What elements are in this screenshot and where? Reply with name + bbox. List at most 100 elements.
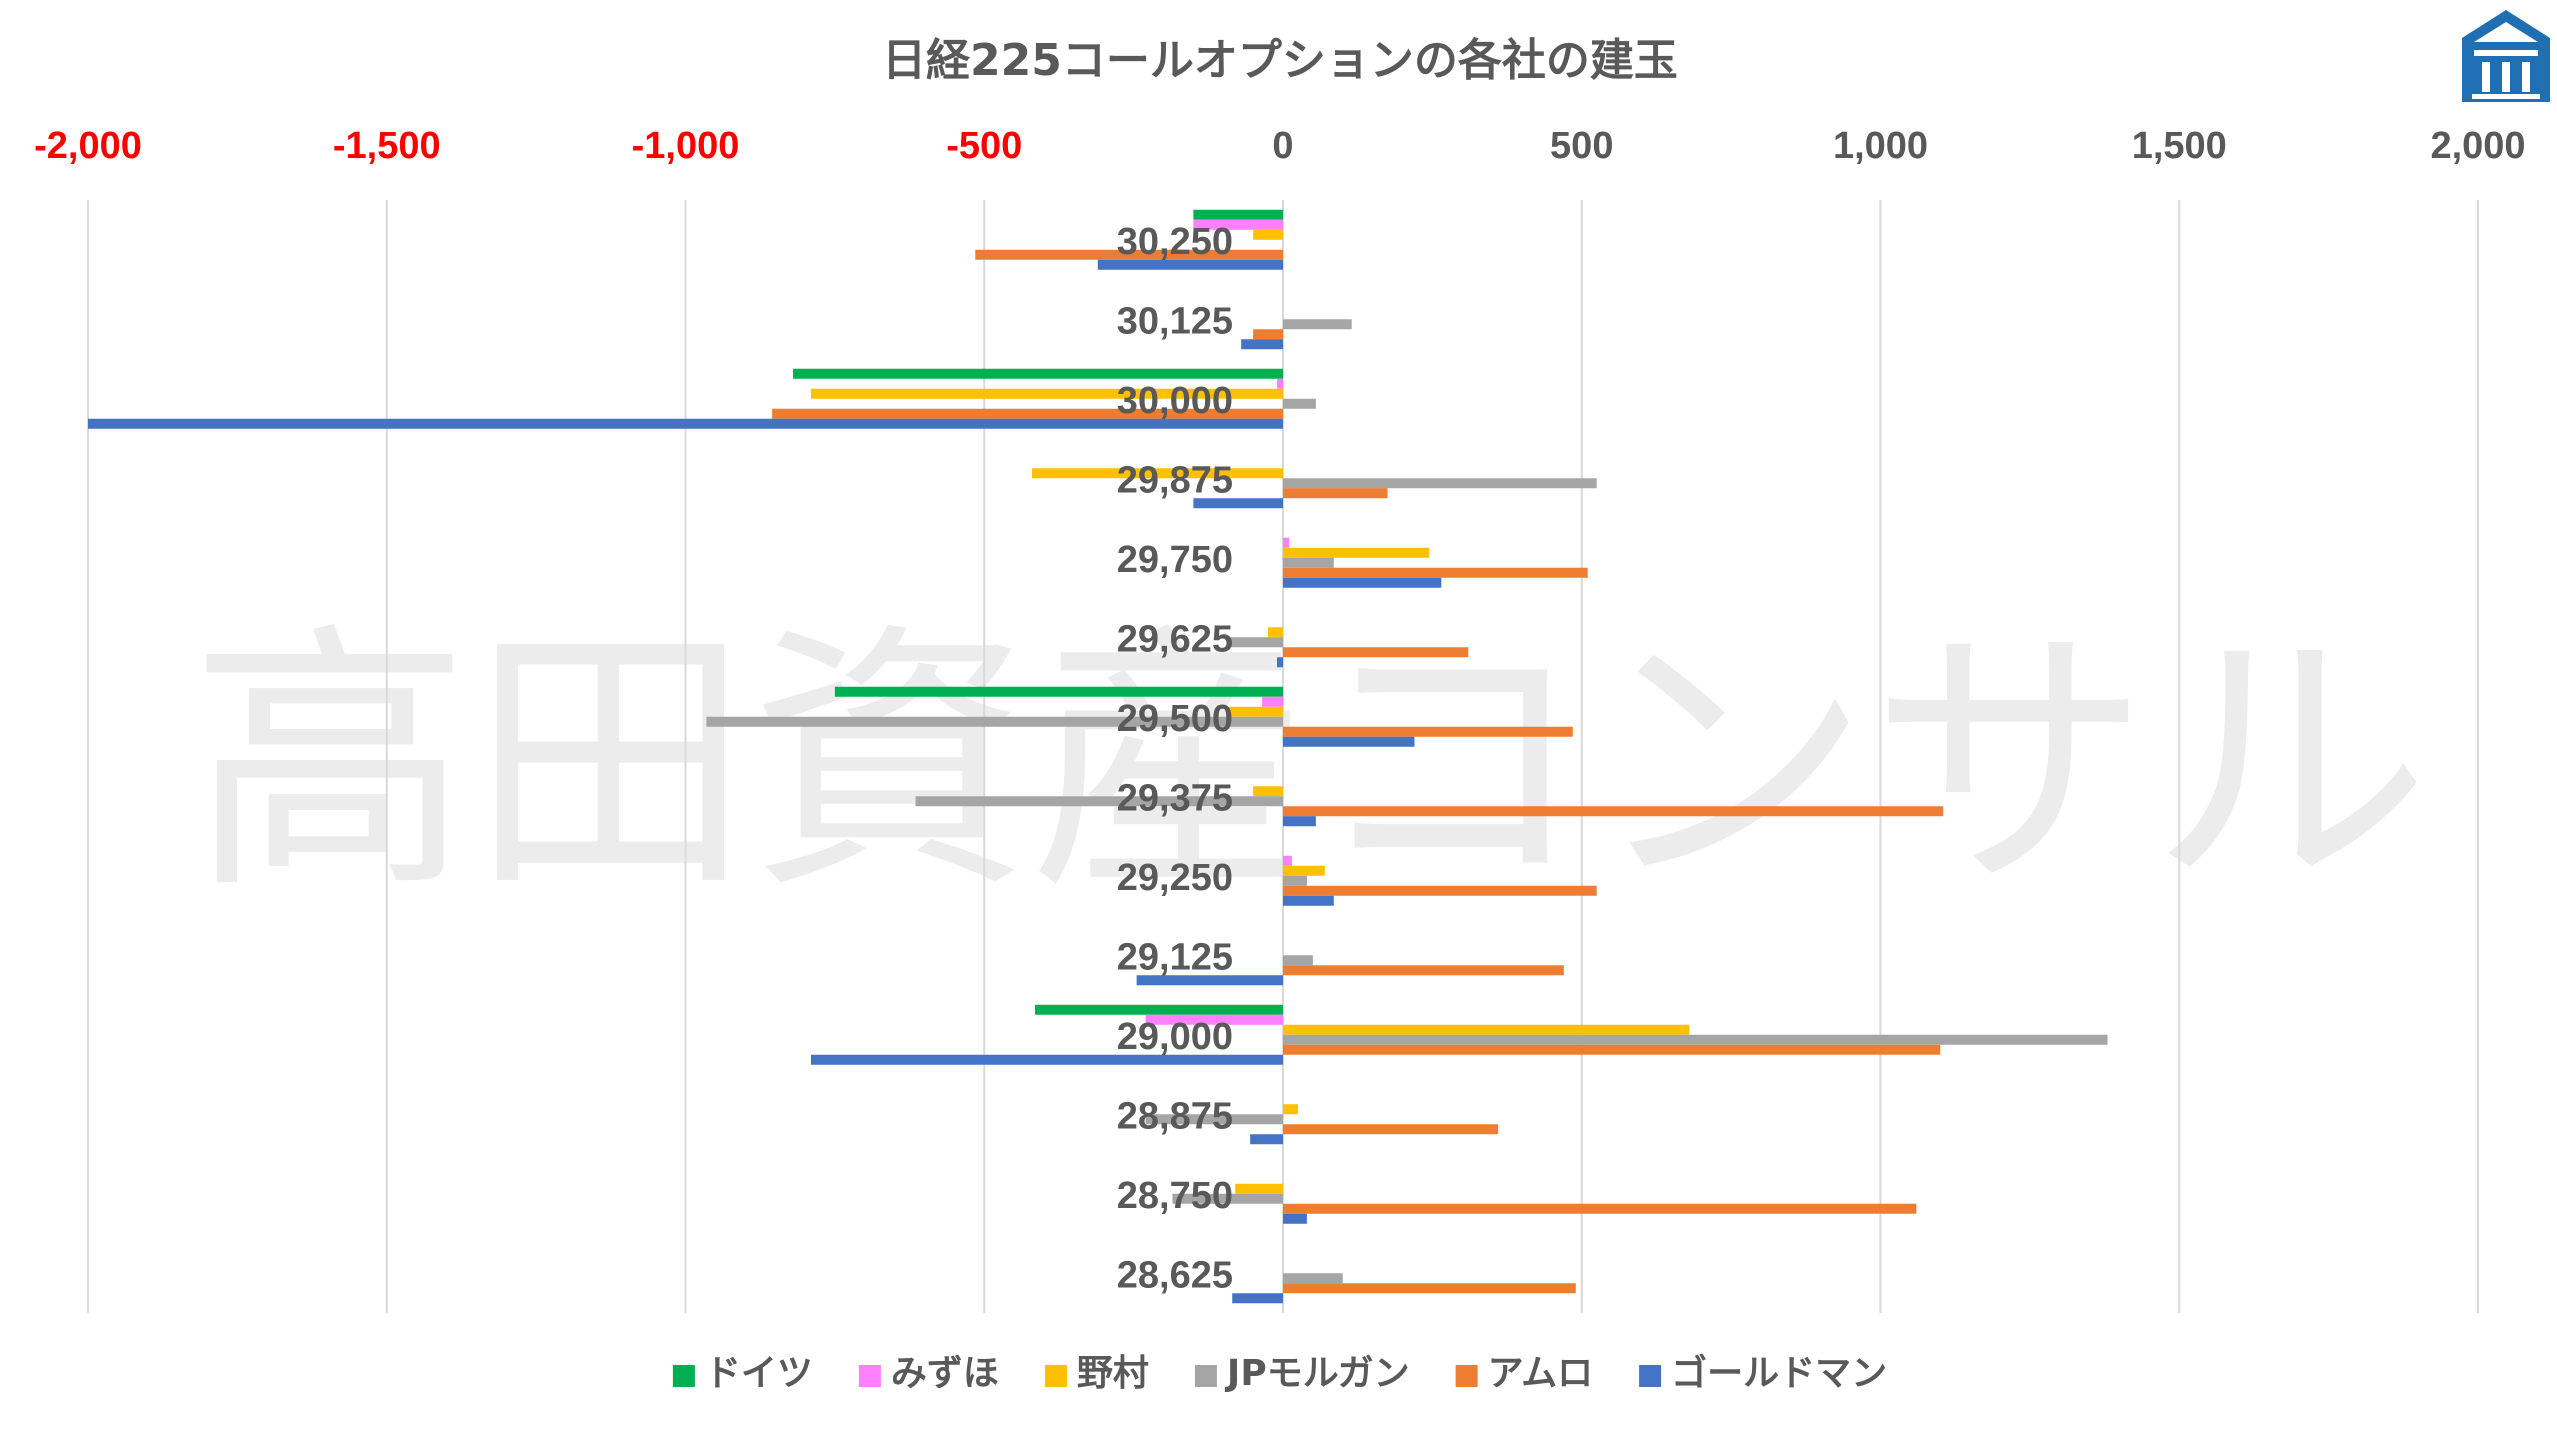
category-label: 29,750: [1117, 539, 1233, 581]
legend-label: ゴールドマン: [1671, 1352, 1887, 1394]
bar: [1145, 1114, 1283, 1125]
bar: [793, 368, 1283, 379]
bar: [810, 1054, 1283, 1065]
bar: [810, 388, 1283, 399]
bar: [1277, 378, 1283, 389]
bar: [1268, 627, 1283, 638]
legend-swatch: [858, 1365, 881, 1387]
legend-swatch: [1044, 1365, 1067, 1387]
legend-label: アムロ: [1488, 1353, 1593, 1394]
legend-label: JPモルガン: [1224, 1353, 1410, 1394]
bar: [88, 418, 1283, 429]
category-label: 29,500: [1117, 698, 1233, 740]
bar: [1283, 895, 1334, 906]
bar: [1283, 1124, 1499, 1135]
legend-label: みずほ: [891, 1353, 999, 1394]
bar: [1283, 557, 1334, 568]
category-label: 29,625: [1117, 618, 1233, 660]
category-label: 29,375: [1117, 777, 1233, 819]
category-label: 28,875: [1117, 1095, 1233, 1137]
x-tick-label: 2,000: [2430, 125, 2525, 167]
category-label: 28,625: [1117, 1254, 1233, 1296]
bar: [834, 686, 1283, 697]
x-tick-label: 500: [1550, 125, 1613, 167]
bar: [1241, 339, 1283, 350]
bar: [1283, 319, 1352, 330]
x-tick-label: -1,000: [632, 125, 740, 167]
bar: [1253, 786, 1283, 797]
bar: [1283, 726, 1573, 737]
legend-swatch: [672, 1365, 695, 1387]
bar: [1283, 1213, 1307, 1224]
bar: [1277, 657, 1283, 668]
bar: [1193, 209, 1283, 220]
x-tick-label: 1,000: [1833, 125, 1928, 167]
bar: [1283, 816, 1316, 827]
bar: [1283, 398, 1316, 409]
category-label: 30,000: [1117, 380, 1233, 422]
bar: [1262, 696, 1283, 707]
category-label: 28,750: [1117, 1175, 1233, 1217]
category-label: 29,125: [1117, 936, 1233, 978]
bar: [1283, 736, 1415, 747]
bar: [1283, 1044, 1941, 1055]
bar: [772, 408, 1283, 419]
bar: [1283, 1104, 1298, 1115]
bar: [1283, 567, 1588, 578]
bar: [1136, 975, 1283, 986]
bar: [1283, 855, 1292, 866]
category-label: 30,125: [1117, 300, 1233, 342]
bar: [1229, 637, 1283, 648]
legend-label: 野村: [1077, 1353, 1149, 1394]
legend-label: ドイツ: [705, 1353, 813, 1394]
bar: [1283, 647, 1469, 658]
x-tick-label: -2,000: [34, 125, 142, 167]
bar: [1283, 488, 1388, 499]
bar: [1193, 219, 1283, 230]
category-label: 29,250: [1117, 857, 1233, 899]
bar: [1283, 806, 1944, 817]
legend-swatch: [1455, 1365, 1478, 1387]
category-label: 29,875: [1117, 459, 1233, 501]
gridlines: [87, 200, 2479, 1313]
category-label: 30,250: [1117, 221, 1233, 263]
bar: [1172, 1193, 1283, 1204]
bar: [1283, 1203, 1917, 1214]
bar: [1229, 706, 1283, 717]
x-tick-label: 1,500: [2132, 125, 2227, 167]
bar: [1253, 329, 1283, 340]
building-roof-logo-icon: [2462, 10, 2550, 102]
bar: [1235, 1183, 1283, 1194]
bar: [1232, 1293, 1283, 1304]
bar: [1032, 468, 1283, 479]
x-tick-label: -1,500: [333, 125, 441, 167]
bar: [1283, 885, 1597, 896]
bar: [1283, 955, 1313, 966]
bar: [1283, 478, 1597, 489]
bar: [1283, 965, 1564, 976]
legend: ドイツ みずほ 野村 JPモルガン アムロ ゴールドマン: [672, 1352, 1887, 1394]
bar: [1097, 259, 1283, 270]
legend-swatch: [1639, 1365, 1662, 1387]
bars: [88, 209, 2108, 1304]
bar: [1253, 229, 1283, 240]
bar: [706, 716, 1283, 727]
bar: [1145, 1014, 1283, 1025]
bar: [1283, 875, 1307, 886]
bar: [1283, 537, 1289, 548]
chart-title: 日経225コールオプションの各社の建玉: [882, 35, 1678, 86]
bar: [1283, 1034, 2108, 1045]
bar: [1283, 1283, 1576, 1294]
bar: [1035, 1004, 1283, 1015]
x-axis-ticks: -2,000 -1,500 -1,000 -500 0 500 1,000 1,500 2,00…: [34, 125, 2525, 167]
bar: [915, 796, 1283, 807]
bar: [1283, 577, 1442, 588]
legend-swatch: [1194, 1365, 1217, 1387]
x-tick-label: -500: [946, 125, 1022, 167]
bar: [975, 249, 1283, 260]
bar: [1283, 1273, 1343, 1284]
bar: [1250, 1134, 1283, 1145]
bar: [1193, 498, 1283, 509]
bar: [1283, 865, 1325, 876]
